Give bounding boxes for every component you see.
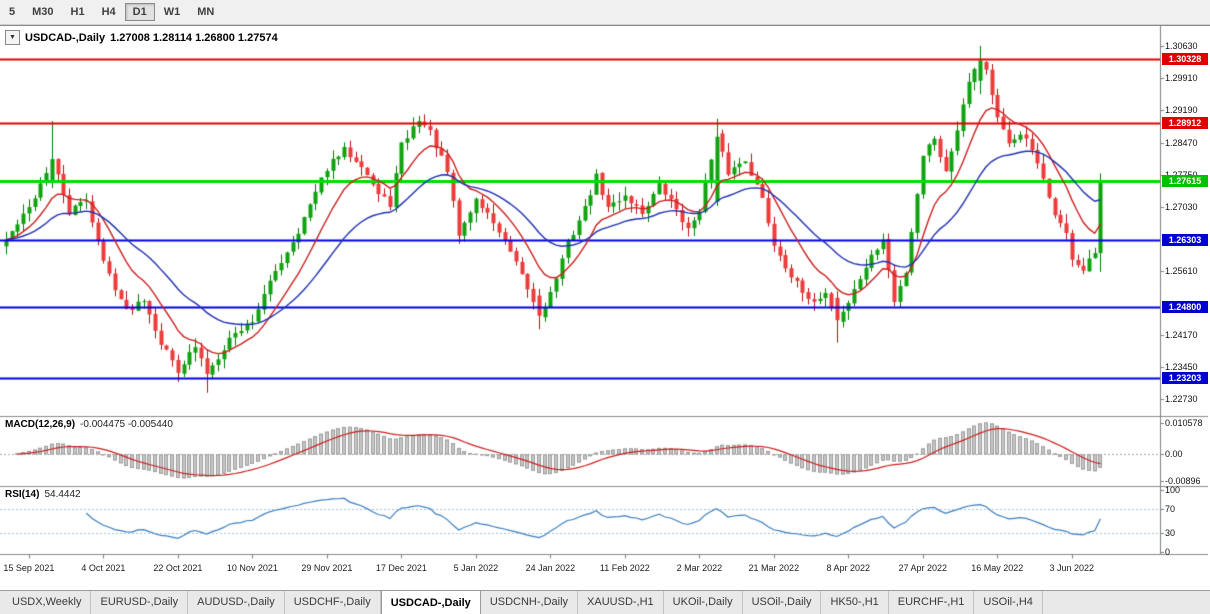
tab-ukoil-daily[interactable]: UKOil-,Daily <box>664 591 743 614</box>
timeframe-mn-button[interactable]: MN <box>197 6 215 18</box>
date-axis-label: 2 Mar 2022 <box>676 563 723 573</box>
price-level-badge: 1.27615 <box>1162 174 1208 187</box>
date-axis-label: 27 Apr 2022 <box>898 563 948 573</box>
timeframe-h4-button[interactable]: H4 <box>101 6 116 18</box>
tab-usdx-weekly[interactable]: USDX,Weekly <box>3 591 92 614</box>
date-axis-label: 24 Jan 2022 <box>525 563 576 573</box>
date-axis-label: 21 Mar 2022 <box>748 563 800 573</box>
date-axis-label: 22 Oct 2021 <box>153 563 203 573</box>
price-level-badge: 1.28912 <box>1162 116 1208 129</box>
tab-eurusd-daily[interactable]: EURUSD-,Daily <box>91 591 189 614</box>
tab-eurchf-h1[interactable]: EURCHF-,H1 <box>889 591 975 614</box>
price-axis-tick: 1.22730 <box>1165 394 1198 405</box>
price-axis-tick: 1.25610 <box>1165 265 1198 276</box>
timeframe-d1-button[interactable]: D1 <box>124 3 155 21</box>
rsi-indicator-value: 54.4442 <box>44 489 81 500</box>
rsi-axis-tick: 0 <box>1165 547 1171 557</box>
rsi-axis-tick: 30 <box>1165 528 1176 539</box>
price-axis-tick: 1.30630 <box>1165 40 1198 51</box>
tab-usdcad-daily[interactable]: USDCAD-,Daily <box>380 590 481 614</box>
price-axis-tick: 1.28470 <box>1165 137 1198 148</box>
tab-usdcnh-daily[interactable]: USDCNH-,Daily <box>481 591 579 614</box>
price-axis-tick: 1.27750 <box>1165 170 1198 180</box>
tab-usoil-daily[interactable]: USOil-,Daily <box>743 591 822 614</box>
macd-axis-tick: 0.010578 <box>1165 417 1203 428</box>
date-axis-label: 15 Sep 2021 <box>3 563 55 573</box>
date-axis-label: 8 Apr 2022 <box>826 563 871 573</box>
date-axis-label: 29 Nov 2021 <box>301 563 353 573</box>
timeframe-5-button[interactable]: 5 <box>9 6 16 18</box>
timeframe-w1-button[interactable]: W1 <box>163 6 181 18</box>
tab-xauusd-h1[interactable]: XAUUSD-,H1 <box>578 591 664 614</box>
chart-window: ▼ USDCAD-,Daily 1.27008 1.28114 1.26800 … <box>0 25 1210 590</box>
price-axis-tick: 1.23450 <box>1165 362 1198 373</box>
chart-tabbar: USDX,Weekly EURUSD-,Daily AUDUSD-,Daily USD… <box>0 590 1210 614</box>
date-axis-label: 5 Jan 2022 <box>453 563 499 573</box>
date-axis-label: 3 Jun 2022 <box>1049 563 1095 573</box>
chart-ohlc-values: 1.27008 1.28114 1.26800 1.27574 <box>110 31 278 44</box>
price-axis-tick: 1.29190 <box>1165 105 1198 116</box>
timeframe-toolbar: 5 M30 H1 H4 D1 W1 MN <box>0 0 1210 25</box>
macd-indicator-name: MACD(12,26,9) <box>5 419 76 430</box>
date-axis-label: 16 May 2022 <box>971 563 1024 573</box>
macd-axis-tick: 0.00 <box>1165 449 1183 460</box>
date-axis-label: 4 Oct 2021 <box>81 563 126 573</box>
rsi-panel-label: RSI(14) 54.4442 <box>5 489 81 500</box>
price-level-badge: 1.23203 <box>1162 372 1208 385</box>
collapse-chart-button[interactable]: ▼ <box>5 30 20 45</box>
tab-hk50-h1[interactable]: HK50-,H1 <box>821 591 889 614</box>
rsi-indicator-name: RSI(14) <box>5 489 40 500</box>
chart-symbol-label: USDCAD-,Daily <box>25 31 106 44</box>
price-axis-tick: 1.29910 <box>1165 73 1198 84</box>
timeframe-h1-button[interactable]: H1 <box>70 6 85 18</box>
date-axis-label: 11 Feb 2022 <box>599 563 650 573</box>
tab-audusd-daily[interactable]: AUDUSD-,Daily <box>188 591 285 614</box>
price-axis-tick: 1.27030 <box>1165 201 1198 212</box>
timeframe-m30-button[interactable]: M30 <box>32 6 54 18</box>
macd-indicator-values: -0.004475 -0.005440 <box>80 419 173 430</box>
date-axis-label: 10 Nov 2021 <box>226 563 278 573</box>
date-axis-label: 17 Dec 2021 <box>375 563 427 573</box>
rsi-axis-tick: 70 <box>1165 503 1176 514</box>
price-chart-canvas[interactable] <box>0 26 1208 588</box>
tab-usoil-h4[interactable]: USOil-,H4 <box>974 591 1043 614</box>
rsi-axis-tick: 100 <box>1165 485 1181 495</box>
macd-panel-label: MACD(12,26,9) -0.004475 -0.005440 <box>5 419 173 430</box>
price-level-badge: 1.26303 <box>1162 233 1208 246</box>
tab-usdchf-daily[interactable]: USDCHF-,Daily <box>285 591 381 614</box>
chart-title: ▼ USDCAD-,Daily 1.27008 1.28114 1.26800 … <box>5 30 278 45</box>
price-level-badge: 1.24800 <box>1162 300 1208 313</box>
price-level-badge: 1.30328 <box>1162 53 1208 66</box>
macd-axis-tick: -0.00896 <box>1165 476 1201 487</box>
price-axis-tick: 1.24170 <box>1165 330 1198 340</box>
